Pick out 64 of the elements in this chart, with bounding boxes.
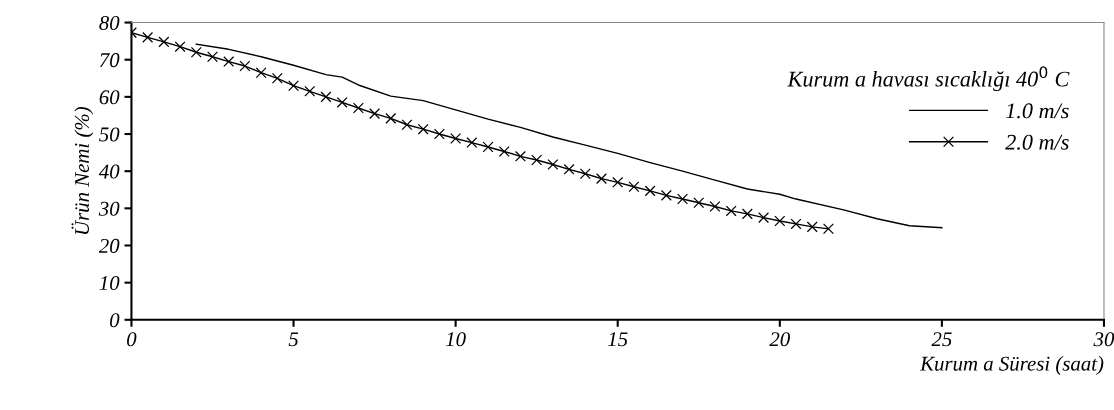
legend-label: 2.0 m/s	[1005, 134, 1069, 150]
point	[320, 91, 332, 103]
point	[547, 159, 559, 170]
point	[741, 208, 753, 220]
point	[790, 218, 802, 230]
point	[563, 163, 575, 175]
x-tick-label: 30	[1093, 332, 1114, 347]
x-tick-label: 25	[931, 332, 952, 347]
y-axis-title: Ürün Nemi (%)	[71, 107, 94, 235]
y-tick-label: 70	[100, 53, 120, 68]
point	[174, 41, 186, 53]
y-tick-label: 40	[98, 164, 120, 179]
point	[304, 85, 316, 97]
point	[401, 119, 413, 131]
point	[255, 67, 267, 79]
x-tick-label: 15	[608, 332, 628, 347]
point	[596, 173, 607, 185]
point	[207, 51, 218, 63]
point	[466, 137, 478, 149]
point	[660, 189, 672, 201]
x-tick-label: 5	[288, 332, 299, 347]
point	[693, 197, 705, 209]
point	[822, 223, 834, 235]
point	[223, 56, 235, 68]
point	[531, 154, 543, 166]
x-tick-label: 10	[445, 332, 466, 347]
y-tick-label: 10	[99, 276, 120, 291]
y-tick-label: 80	[99, 15, 120, 30]
point	[190, 46, 202, 58]
point	[352, 102, 364, 114]
point	[677, 193, 689, 205]
point	[288, 80, 300, 92]
point	[806, 221, 818, 233]
point	[271, 72, 283, 84]
x-tick-label: 0	[127, 332, 137, 347]
y-tick-label: 0	[110, 313, 120, 328]
point	[725, 205, 737, 217]
point	[369, 108, 381, 120]
legend-title: Kurum a havası sıcaklığı 40$^{0}$ C	[787, 66, 1070, 92]
point	[385, 112, 397, 124]
point	[417, 123, 429, 135]
point	[433, 128, 445, 140]
y-tick-label: 20	[98, 238, 120, 253]
point	[498, 145, 510, 157]
y-tick-label: 60	[99, 90, 120, 105]
point	[142, 31, 154, 43]
y-tick-label: 30	[98, 201, 120, 216]
point	[709, 200, 721, 212]
x-axis-title: Kurum a Süresi (saat)	[919, 356, 1104, 375]
point	[514, 150, 526, 162]
point	[482, 141, 494, 153]
point	[158, 36, 170, 48]
point	[628, 181, 640, 193]
legend-label: 1.0 m/s	[1005, 103, 1069, 119]
point	[239, 60, 251, 72]
point	[774, 215, 786, 227]
point	[579, 168, 591, 180]
point	[758, 212, 770, 224]
point	[644, 185, 656, 197]
y-tick-label: 50	[99, 127, 120, 142]
point	[450, 132, 462, 144]
x-tick-label: 20	[769, 332, 790, 347]
point	[336, 96, 348, 108]
point	[612, 176, 624, 188]
